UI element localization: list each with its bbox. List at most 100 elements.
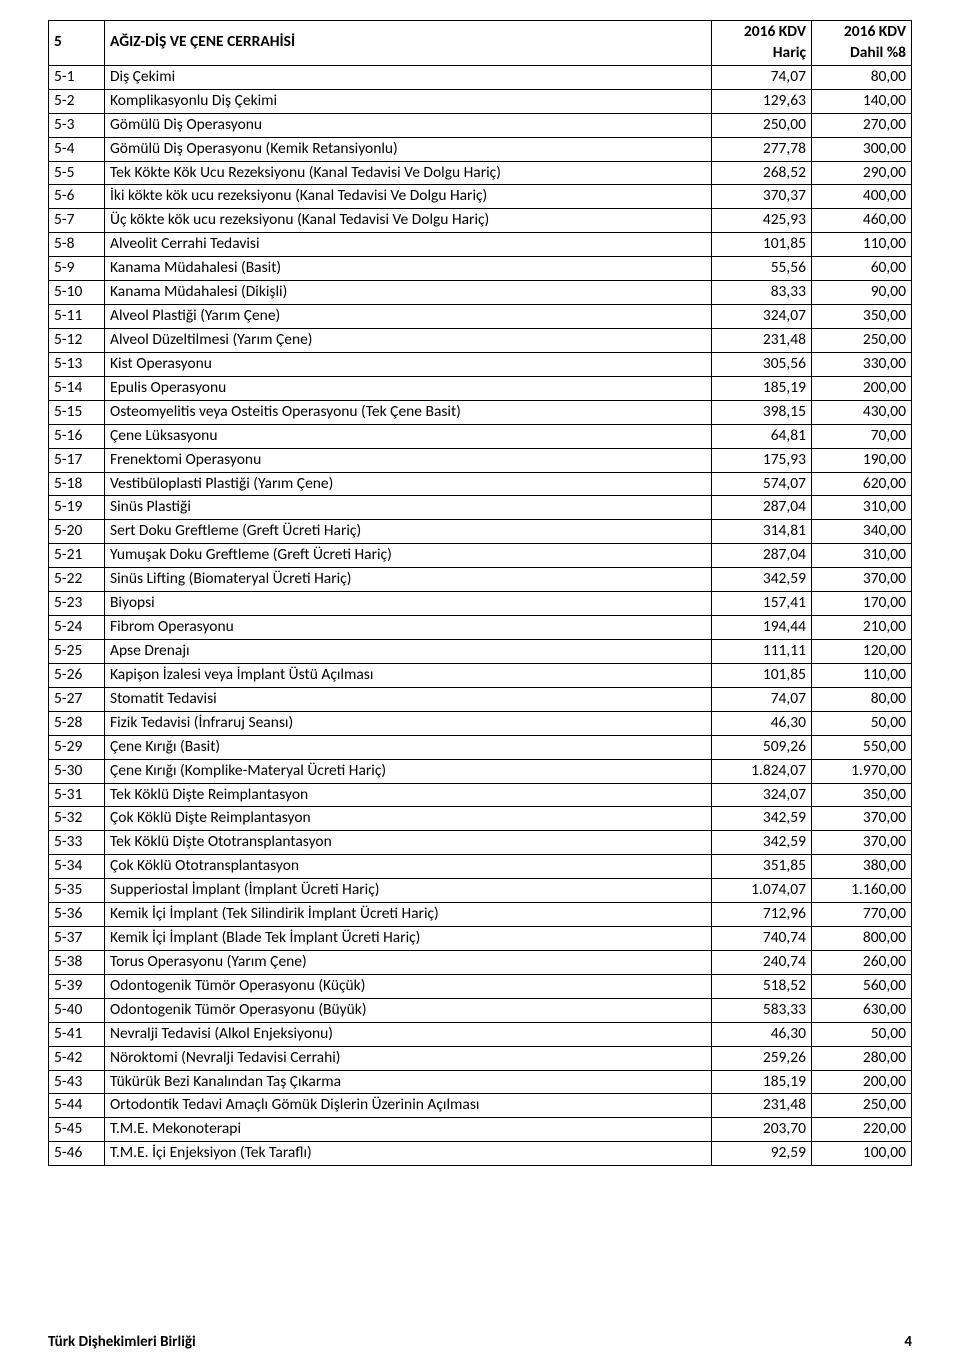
row-code: 5-9 — [49, 257, 105, 281]
row-price-incl: 80,00 — [812, 687, 912, 711]
row-price-incl: 80,00 — [812, 65, 912, 89]
table-row: 5-21Yumuşak Doku Greftleme (Greft Ücreti… — [49, 544, 912, 568]
row-desc: Frenektomi Operasyonu — [105, 448, 712, 472]
row-code: 5-40 — [49, 998, 105, 1022]
row-price-incl: 310,00 — [812, 496, 912, 520]
row-code: 5-25 — [49, 639, 105, 663]
row-code: 5-42 — [49, 1046, 105, 1070]
table-row: 5-2Komplikasyonlu Diş Çekimi129,63140,00 — [49, 89, 912, 113]
row-price-excl: 259,26 — [712, 1046, 812, 1070]
row-code: 5-15 — [49, 400, 105, 424]
table-body: 5-1Diş Çekimi74,0780,005-2Komplikasyonlu… — [49, 65, 912, 1165]
table-row: 5-23Biyopsi157,41170,00 — [49, 592, 912, 616]
row-desc: Çok Köklü Ototransplantasyon — [105, 855, 712, 879]
row-price-excl: 231,48 — [712, 1094, 812, 1118]
row-price-excl: 1.824,07 — [712, 759, 812, 783]
row-price-incl: 70,00 — [812, 424, 912, 448]
row-code: 5-35 — [49, 879, 105, 903]
table-row: 5-8Alveolit Cerrahi Tedavisi101,85110,00 — [49, 233, 912, 257]
header-col4-line1: 2016 KDV — [817, 22, 906, 43]
row-price-excl: 1.074,07 — [712, 879, 812, 903]
row-price-incl: 120,00 — [812, 639, 912, 663]
table-row: 5-39Odontogenik Tümör Operasyonu (Küçük)… — [49, 974, 912, 998]
table-row: 5-14Epulis Operasyonu185,19200,00 — [49, 376, 912, 400]
row-desc: Vestibüloplasti Plastiği (Yarım Çene) — [105, 472, 712, 496]
table-row: 5-31Tek Köklü Dişte Reimplantasyon324,07… — [49, 783, 912, 807]
table-row: 5-40Odontogenik Tümör Operasyonu (Büyük)… — [49, 998, 912, 1022]
row-price-excl: 231,48 — [712, 328, 812, 352]
row-code: 5-34 — [49, 855, 105, 879]
row-price-excl: 425,93 — [712, 209, 812, 233]
row-code: 5-13 — [49, 352, 105, 376]
row-desc: Ortodontik Tedavi Amaçlı Gömük Dişlerin … — [105, 1094, 712, 1118]
row-price-incl: 250,00 — [812, 1094, 912, 1118]
row-price-incl: 1.160,00 — [812, 879, 912, 903]
row-desc: Kanama Müdahalesi (Basit) — [105, 257, 712, 281]
table-row: 5-38Torus Operasyonu (Yarım Çene)240,742… — [49, 950, 912, 974]
row-price-excl: 129,63 — [712, 89, 812, 113]
row-desc: Sinüs Lifting (Biomateryal Ücreti Hariç) — [105, 568, 712, 592]
row-price-excl: 740,74 — [712, 927, 812, 951]
row-code: 5-43 — [49, 1070, 105, 1094]
row-price-excl: 305,56 — [712, 352, 812, 376]
row-desc: Yumuşak Doku Greftleme (Greft Ücreti Har… — [105, 544, 712, 568]
row-desc: Osteomyelitis veya Osteitis Operasyonu (… — [105, 400, 712, 424]
table-row: 5-3Gömülü Diş Operasyonu250,00270,00 — [49, 113, 912, 137]
row-desc: Tükürük Bezi Kanalından Taş Çıkarma — [105, 1070, 712, 1094]
row-price-incl: 350,00 — [812, 305, 912, 329]
row-desc: Epulis Operasyonu — [105, 376, 712, 400]
row-code: 5-12 — [49, 328, 105, 352]
footer-right-page-num: 4 — [904, 1333, 912, 1351]
row-code: 5-20 — [49, 520, 105, 544]
table-row: 5-4Gömülü Diş Operasyonu (Kemik Retansiy… — [49, 137, 912, 161]
table-row: 5-15Osteomyelitis veya Osteitis Operasyo… — [49, 400, 912, 424]
row-desc: Çene Kırığı (Basit) — [105, 735, 712, 759]
footer-left: Türk Dişhekimleri Birliği — [48, 1333, 196, 1351]
row-price-incl: 630,00 — [812, 998, 912, 1022]
row-price-incl: 370,00 — [812, 807, 912, 831]
table-row: 5-19Sinüs Plastiği287,04310,00 — [49, 496, 912, 520]
table-row: 5-9Kanama Müdahalesi (Basit)55,5660,00 — [49, 257, 912, 281]
header-col3: 2016 KDV Hariç — [712, 21, 812, 66]
row-desc: Fizik Tedavisi (İnfraruj Seansı) — [105, 711, 712, 735]
table-row: 5-17Frenektomi Operasyonu175,93190,00 — [49, 448, 912, 472]
row-desc: Alveol Plastiği (Yarım Çene) — [105, 305, 712, 329]
row-desc: Gömülü Diş Operasyonu — [105, 113, 712, 137]
row-price-incl: 460,00 — [812, 209, 912, 233]
table-row: 5-22Sinüs Lifting (Biomateryal Ücreti Ha… — [49, 568, 912, 592]
row-price-incl: 250,00 — [812, 328, 912, 352]
row-code: 5-1 — [49, 65, 105, 89]
row-desc: Tek Köklü Dişte Reimplantasyon — [105, 783, 712, 807]
table-row: 5-12Alveol Düzeltilmesi (Yarım Çene)231,… — [49, 328, 912, 352]
row-price-excl: 74,07 — [712, 65, 812, 89]
table-row: 5-37Kemik İçi İmplant (Blade Tek İmplant… — [49, 927, 912, 951]
table-row: 5-28Fizik Tedavisi (İnfraruj Seansı)46,3… — [49, 711, 912, 735]
row-price-excl: 101,85 — [712, 233, 812, 257]
row-desc: Fibrom Operasyonu — [105, 616, 712, 640]
row-desc: Alveolit Cerrahi Tedavisi — [105, 233, 712, 257]
row-price-incl: 50,00 — [812, 711, 912, 735]
row-price-excl: 194,44 — [712, 616, 812, 640]
table-row: 5-33Tek Köklü Dişte Ototransplantasyon34… — [49, 831, 912, 855]
row-code: 5-7 — [49, 209, 105, 233]
row-price-excl: 342,59 — [712, 831, 812, 855]
row-desc: Stomatit Tedavisi — [105, 687, 712, 711]
row-code: 5-2 — [49, 89, 105, 113]
table-row: 5-32Çok Köklü Dişte Reimplantasyon342,59… — [49, 807, 912, 831]
row-price-incl: 430,00 — [812, 400, 912, 424]
row-price-excl: 287,04 — [712, 496, 812, 520]
row-desc: Odontogenik Tümör Operasyonu (Küçük) — [105, 974, 712, 998]
row-price-incl: 220,00 — [812, 1118, 912, 1142]
table-row: 5-13Kist Operasyonu305,56330,00 — [49, 352, 912, 376]
row-code: 5-16 — [49, 424, 105, 448]
row-desc: Tek Köklü Dişte Ototransplantasyon — [105, 831, 712, 855]
row-desc: Kapişon İzalesi veya İmplant Üstü Açılma… — [105, 663, 712, 687]
table-row: 5-44Ortodontik Tedavi Amaçlı Gömük Dişle… — [49, 1094, 912, 1118]
row-desc: Çok Köklü Dişte Reimplantasyon — [105, 807, 712, 831]
row-price-incl: 270,00 — [812, 113, 912, 137]
row-price-incl: 200,00 — [812, 1070, 912, 1094]
row-price-incl: 310,00 — [812, 544, 912, 568]
row-desc: Tek Kökte Kök Ucu Rezeksiyonu (Kanal Ted… — [105, 161, 712, 185]
table-row: 5-26Kapişon İzalesi veya İmplant Üstü Aç… — [49, 663, 912, 687]
row-price-incl: 100,00 — [812, 1142, 912, 1166]
